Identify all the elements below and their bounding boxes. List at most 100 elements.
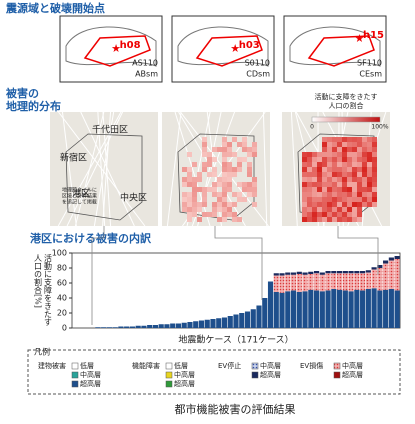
damage-cell [337,162,342,167]
damage-cell [352,172,357,177]
damage-cell [192,202,197,207]
bar [216,318,222,328]
damage-cell [322,172,327,177]
connector [337,226,379,275]
damage-cell [242,137,247,142]
damage-cell [357,157,362,162]
damage-cell [322,177,327,182]
damage-cell [312,162,317,167]
damage-cell [307,182,312,187]
section-title: 被害の [6,86,39,100]
damage-cell [317,162,322,167]
bar [239,313,245,328]
bar [365,272,371,289]
bar [371,269,377,289]
bar [319,274,325,292]
source-model: S0110 [245,59,270,68]
damage-cell [222,172,227,177]
damage-cell [327,162,332,167]
damage-cell [322,152,327,157]
damage-cell [327,207,332,212]
bar [383,260,389,264]
coast [65,26,157,67]
legend-swatch [71,380,79,388]
damage-cell [342,197,347,202]
damage-cell [237,142,242,147]
damage-cell [372,177,377,182]
damage-cell [187,152,192,157]
damage-cell [202,142,207,147]
damage-cell [207,157,212,162]
map-note: 区境と計算結果 [62,193,97,200]
damage-cell [187,172,192,177]
bar [360,271,366,274]
damage-cell [362,197,367,202]
bar [394,259,400,291]
damage-cell [367,187,372,192]
damage-cell [192,182,197,187]
damage-cell [337,167,342,172]
damage-cell [352,157,357,162]
legend-item: 超高層 [80,379,101,388]
damage-cell [342,192,347,197]
bar [193,321,199,328]
damage-cell [302,157,307,162]
damage-cell [342,162,347,167]
damage-cell [317,217,322,222]
damage-cell [322,212,327,217]
damage-cell [337,172,342,177]
damage-cell [352,177,357,182]
damage-cell [342,172,347,177]
damage-cell [202,137,207,142]
damage-cell [302,217,307,222]
bar [112,327,118,328]
bar [348,273,354,292]
damage-cell [187,212,192,217]
legend-group: EV停止 [218,361,241,370]
damage-cell [227,202,232,207]
colorbar-title: 活動に支障をきたす [315,92,378,101]
damage-cell [312,167,317,172]
damage-cell [242,197,247,202]
damage-cell [332,147,337,152]
bar [383,289,389,328]
damage-cell [227,177,232,182]
damage-cell [307,187,312,192]
damage-cell [312,172,317,177]
bar [308,271,314,274]
fault-area [195,35,263,67]
damage-cell [362,147,367,152]
damage-cell [317,212,322,217]
damage-cell [247,167,252,172]
damage-cell [332,167,337,172]
damage-cell [327,182,332,187]
bar [331,273,337,289]
bar [152,325,159,328]
damage-cell [362,137,367,142]
damage-cell [212,182,217,187]
damage-cell [347,162,352,167]
bar [175,323,182,328]
damage-cell [337,177,342,182]
source-case: CDsm [246,70,270,79]
damage-cell [347,177,352,182]
damage-cell [242,142,247,147]
damage-cell [332,162,337,167]
bar [313,290,320,328]
bar [296,292,302,328]
damage-cell [237,197,242,202]
damage-cell [302,182,307,187]
legend-item: 超高層 [260,370,281,379]
bar [164,324,170,328]
damage-cell [352,182,357,187]
damage-cell [327,202,332,207]
damage-cell [332,172,337,177]
source-case: CEsm [359,70,382,79]
damage-cell [337,207,342,212]
damage-cell [362,162,367,167]
damage-cell [352,197,357,202]
bar [371,288,377,328]
damage-cell [317,157,322,162]
damage-cell [322,147,327,152]
